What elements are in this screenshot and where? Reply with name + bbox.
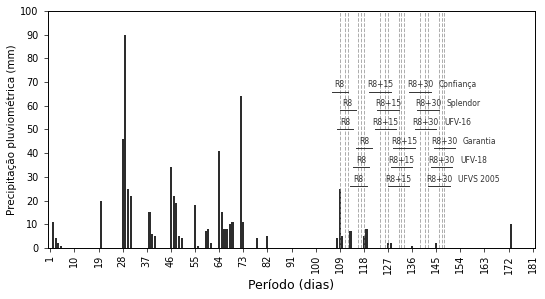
Text: R8+15: R8+15	[375, 99, 401, 108]
Bar	[435, 243, 437, 248]
Bar	[411, 245, 413, 248]
Bar	[60, 245, 62, 248]
Bar	[338, 189, 341, 248]
Text: R8: R8	[343, 99, 353, 108]
Text: UFV-18: UFV-18	[461, 156, 487, 165]
Text: Garantia: Garantia	[463, 137, 496, 146]
Bar	[336, 238, 338, 248]
Text: R8+15: R8+15	[367, 80, 393, 89]
Bar	[154, 236, 156, 248]
Y-axis label: Precipitação pluviométrica (mm): Precipitação pluviométrica (mm)	[7, 44, 17, 215]
Bar	[57, 243, 59, 248]
Text: R8+30: R8+30	[431, 137, 457, 146]
Text: R8+15: R8+15	[389, 156, 414, 165]
Bar	[100, 201, 102, 248]
Bar	[127, 189, 129, 248]
Bar	[341, 236, 343, 248]
Bar	[349, 231, 352, 248]
Text: R8+30: R8+30	[428, 156, 455, 165]
Bar	[122, 139, 124, 248]
Text: R8: R8	[354, 175, 364, 184]
Bar	[218, 151, 220, 248]
Bar	[210, 243, 212, 248]
Text: R8: R8	[335, 80, 345, 89]
Bar	[207, 229, 209, 248]
Text: R8+15: R8+15	[391, 137, 417, 146]
Bar	[256, 238, 258, 248]
Bar	[221, 212, 223, 248]
Bar	[173, 196, 174, 248]
Bar	[170, 167, 172, 248]
Bar	[52, 222, 54, 248]
Bar	[205, 231, 207, 248]
Bar	[197, 245, 199, 248]
Text: R8: R8	[359, 137, 369, 146]
Text: R8+30: R8+30	[407, 80, 433, 89]
Text: UFV-16: UFV-16	[444, 118, 471, 127]
Text: R8: R8	[340, 118, 350, 127]
Text: R8+30: R8+30	[415, 99, 441, 108]
Bar	[226, 229, 228, 248]
Bar	[366, 229, 368, 248]
Bar	[223, 229, 226, 248]
Bar	[180, 238, 183, 248]
Bar	[239, 96, 241, 248]
X-axis label: Período (dias): Período (dias)	[249, 279, 335, 292]
Bar	[175, 203, 177, 248]
Text: R8+15: R8+15	[372, 118, 398, 127]
Text: Confiança: Confiança	[439, 80, 477, 89]
Bar	[229, 224, 231, 248]
Text: R8+30: R8+30	[413, 118, 439, 127]
Bar	[510, 224, 512, 248]
Bar	[387, 243, 389, 248]
Bar	[194, 205, 196, 248]
Bar	[232, 222, 234, 248]
Bar	[178, 236, 180, 248]
Bar	[390, 243, 392, 248]
Bar	[130, 196, 132, 248]
Bar	[151, 234, 153, 248]
Bar	[267, 236, 269, 248]
Text: Splendor: Splendor	[447, 99, 481, 108]
Bar	[242, 222, 244, 248]
Text: R8+30: R8+30	[426, 175, 452, 184]
Text: R8: R8	[356, 156, 366, 165]
Text: R8+15: R8+15	[386, 175, 412, 184]
Bar	[148, 212, 150, 248]
Text: UFVS 2005: UFVS 2005	[458, 175, 499, 184]
Bar	[124, 35, 126, 248]
Bar	[363, 236, 365, 248]
Bar	[54, 238, 57, 248]
